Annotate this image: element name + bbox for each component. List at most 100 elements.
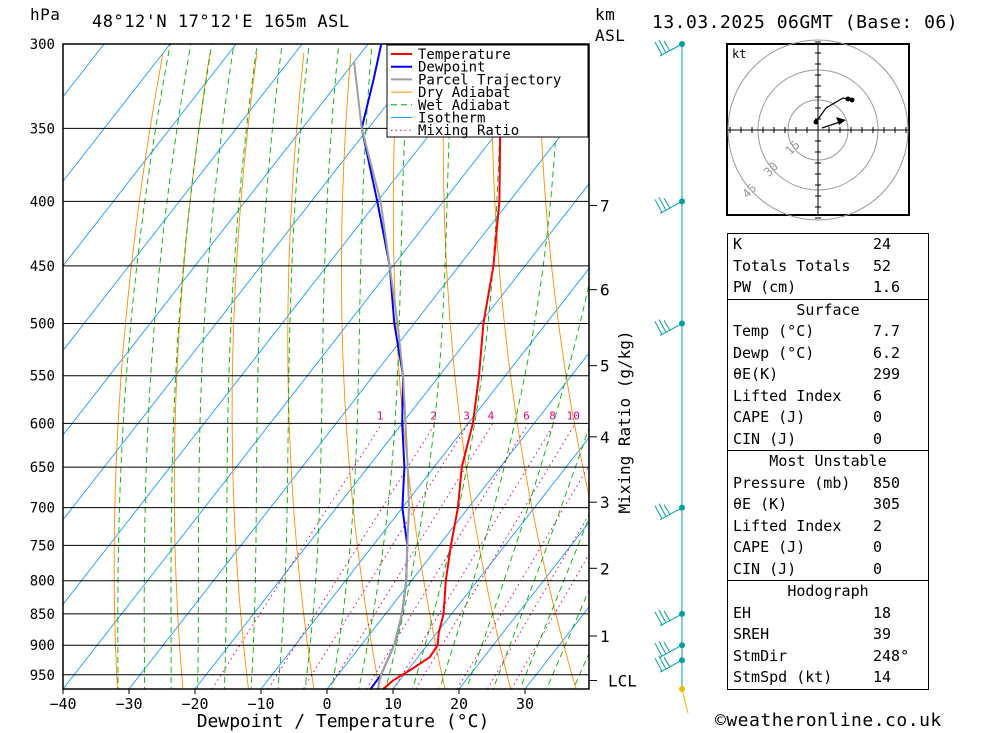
index-row: CIN (J) 0 bbox=[728, 559, 928, 581]
isotherm-line bbox=[194, 183, 589, 689]
surface-rows: Temp (°C) 7.7 Dewp (°C) 6.2 θE(K) 299 Lifted I… bbox=[728, 321, 928, 450]
index-label: CIN (J) bbox=[733, 429, 797, 448]
temp-tick-label: 30 bbox=[516, 695, 534, 713]
mixing-ratio-label: 10 bbox=[567, 409, 580, 422]
km-tick-label: 1 bbox=[600, 627, 610, 646]
index-value: 850 bbox=[873, 473, 901, 492]
surface-title: Surface bbox=[796, 300, 860, 319]
index-label: CAPE (J) bbox=[733, 408, 806, 426]
mixing-ratio-line bbox=[486, 513, 589, 689]
hodograph-point bbox=[813, 119, 819, 125]
most-unstable-rows: Pressure (mb) 850 θE (K) 305 Lifted Index 2 CA… bbox=[728, 473, 928, 581]
index-row: PW (cm) 1.6 bbox=[728, 277, 928, 299]
index-value: 0 bbox=[873, 559, 883, 578]
mixing-ratio-label: 3 bbox=[463, 409, 470, 422]
dry-adiabat-line bbox=[538, 52, 589, 498]
legend-label: Mixing Ratio bbox=[418, 123, 519, 139]
index-label: Lifted Index bbox=[733, 386, 842, 405]
km-tick-label: 4 bbox=[600, 428, 610, 447]
temp-tick-label: −20 bbox=[181, 695, 208, 713]
wind-barb-icon bbox=[654, 503, 683, 521]
isotherm-line bbox=[260, 267, 589, 689]
height-unit-label: km bbox=[595, 5, 616, 24]
index-row: Pressure (mb) 850 bbox=[728, 473, 928, 495]
index-value: 52 bbox=[873, 256, 892, 275]
wet-adiabat-line bbox=[143, 44, 192, 689]
site-credit[interactable]: ©weatheronline.co.uk bbox=[715, 710, 942, 731]
index-row: Totals Totals 52 bbox=[728, 256, 928, 278]
isotherm-line bbox=[63, 44, 171, 183]
index-label: Lifted Index bbox=[733, 516, 842, 535]
isotherm-line bbox=[392, 436, 589, 689]
index-label: CAPE (J) bbox=[733, 538, 806, 556]
dry-adiabat-line bbox=[231, 52, 258, 689]
index-value: 24 bbox=[873, 235, 892, 253]
km-tick-label: 5 bbox=[600, 357, 610, 376]
parcel-trajectory-line bbox=[353, 61, 411, 689]
temp-tick-label: −40 bbox=[49, 695, 76, 713]
index-label: Temp (°C) bbox=[733, 322, 815, 340]
km-tick-label: 7 bbox=[600, 197, 610, 216]
mixing-ratio-line bbox=[211, 423, 383, 689]
mixing-ratio-line bbox=[456, 464, 589, 689]
wet-adiabat-line bbox=[277, 44, 310, 689]
index-value: 305 bbox=[873, 495, 901, 513]
index-value: 2 bbox=[873, 516, 883, 535]
index-label: SREH bbox=[733, 625, 770, 643]
dry-adiabat-line bbox=[491, 52, 577, 689]
legend-label: Temperature bbox=[418, 47, 511, 63]
index-label: StmSpd (kt) bbox=[733, 668, 833, 686]
mixing-ratio-line bbox=[328, 423, 494, 689]
pressure-tick-label: 450 bbox=[30, 259, 55, 275]
index-row: StmDir 248° bbox=[728, 646, 928, 668]
most-unstable-title: Most Unstable bbox=[769, 452, 887, 470]
indices-table: K 24 Totals Totals 52 PW (cm) 1.6 Surface Tem… bbox=[727, 233, 929, 690]
isotherm-line bbox=[63, 44, 105, 98]
index-row: Temp (°C) 7.7 bbox=[728, 321, 928, 343]
wet-adiabat-line bbox=[465, 282, 589, 689]
pressure-unit-label: hPa bbox=[30, 5, 61, 24]
km-tick-label: 6 bbox=[600, 281, 610, 300]
x-axis-title: Dewpoint / Temperature (°C) bbox=[197, 711, 490, 732]
isotherm-line bbox=[63, 44, 501, 606]
wind-barb-icon bbox=[654, 640, 683, 658]
index-row: K 24 bbox=[728, 234, 928, 256]
index-label: Pressure (mb) bbox=[733, 473, 851, 492]
temp-tick-label: −10 bbox=[247, 695, 274, 713]
legend-box bbox=[386, 44, 589, 138]
dry-adiabat-line bbox=[113, 52, 164, 689]
dry-adiabat-line bbox=[962, 53, 1000, 689]
temperature-line bbox=[382, 44, 515, 689]
isotherm-line bbox=[0, 44, 38, 689]
index-value: 39 bbox=[873, 625, 892, 643]
wind-barb-icon bbox=[654, 39, 683, 57]
location-title: 48°12'N 17°12'E 165m ASL bbox=[92, 12, 350, 32]
wet-adiabat-line bbox=[519, 516, 589, 689]
index-row: CAPE (J) 0 bbox=[728, 537, 928, 559]
mixing-ratio-line bbox=[302, 423, 470, 689]
isotherm-line bbox=[63, 44, 303, 352]
index-row: SREH 39 bbox=[728, 624, 928, 646]
index-row: θE (K) 305 bbox=[728, 494, 928, 516]
pressure-tick-label: 700 bbox=[30, 501, 55, 517]
index-label: PW (cm) bbox=[733, 278, 797, 296]
index-row: Dewp (°C) 6.2 bbox=[728, 343, 928, 365]
storm-motion-arrowhead-icon bbox=[836, 117, 846, 125]
pressure-tick-label: 600 bbox=[30, 416, 55, 432]
mixing-ratio-axis-title: Mixing Ratio (g/kg) bbox=[615, 330, 634, 513]
pressure-tick-label: 300 bbox=[30, 37, 55, 53]
isotherm-line bbox=[458, 521, 589, 689]
index-row: CIN (J) 0 bbox=[728, 429, 928, 451]
wind-barb-icon bbox=[654, 197, 683, 214]
index-value: 6.2 bbox=[873, 343, 901, 362]
isotherm-line bbox=[63, 44, 435, 521]
index-label: EH bbox=[733, 603, 752, 622]
temp-tick-label: −30 bbox=[115, 695, 142, 713]
wet-adiabat-line bbox=[223, 44, 258, 689]
mixing-ratio-label: 4 bbox=[488, 409, 495, 422]
wet-adiabat-line bbox=[197, 44, 235, 689]
index-value: 1.6 bbox=[873, 278, 901, 296]
wet-adiabat-line bbox=[304, 44, 340, 689]
index-row: Lifted Index 6 bbox=[728, 386, 928, 408]
index-row: StmSpd (kt) 14 bbox=[728, 667, 928, 689]
